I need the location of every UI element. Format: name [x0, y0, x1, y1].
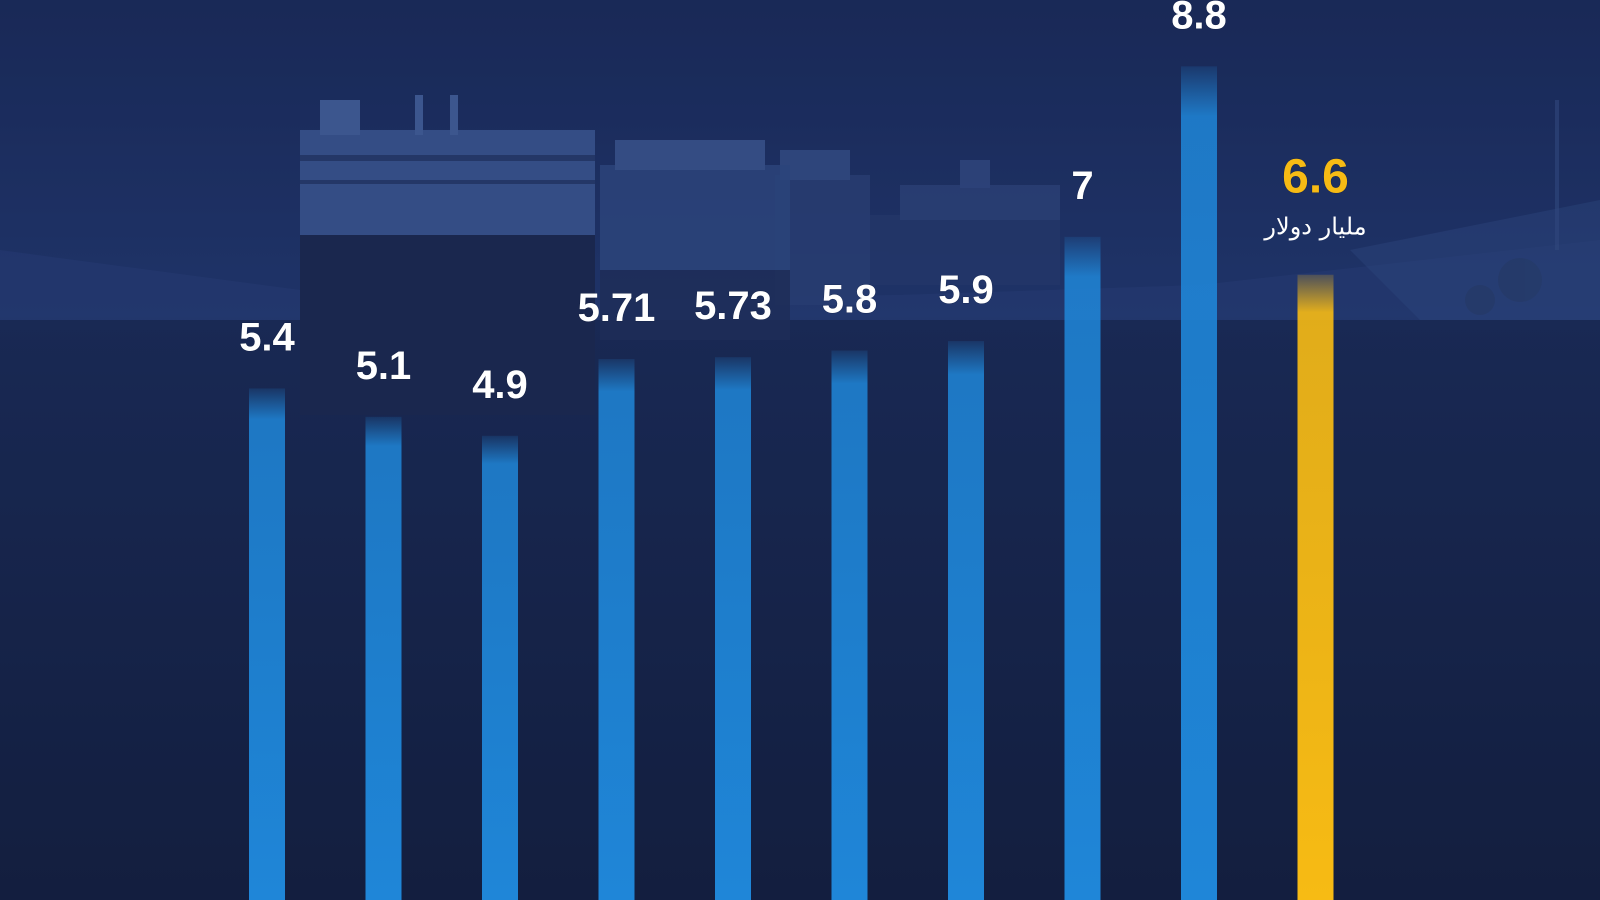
data-label: 8.8	[1171, 0, 1227, 37]
data-label: 6.6	[1282, 151, 1349, 204]
data-label: 5.9	[938, 268, 994, 312]
bar	[249, 388, 285, 900]
data-label: 5.4	[239, 315, 295, 359]
bar	[948, 341, 984, 900]
bar	[482, 435, 518, 900]
bars-layer	[249, 66, 1334, 900]
data-label: 5.1	[356, 344, 412, 388]
labels-layer: 5.4 5.1 4.9 5.71 5.73 5.8 5.9 7 8.8 6.6 مليار دولا…	[239, 0, 1367, 407]
bar	[1181, 66, 1217, 900]
data-label: 5.71	[578, 286, 656, 330]
front-ship-icon	[300, 95, 595, 415]
data-label: 5.8	[822, 278, 878, 322]
data-label: 5.73	[694, 284, 772, 328]
shore-trees-icon	[1465, 100, 1559, 315]
bar	[365, 416, 402, 900]
bar	[831, 350, 868, 900]
unit-label: مليار دولار	[1263, 213, 1366, 241]
bar	[1064, 236, 1101, 900]
bar	[598, 359, 635, 900]
second-ship-icon	[600, 140, 790, 340]
bar-highlight	[1297, 274, 1334, 900]
middle-ship-icon	[775, 150, 870, 305]
data-label: 4.9	[472, 363, 528, 407]
bar	[715, 357, 751, 900]
far-ship-icon	[870, 160, 1060, 285]
data-label: 7	[1071, 164, 1093, 208]
